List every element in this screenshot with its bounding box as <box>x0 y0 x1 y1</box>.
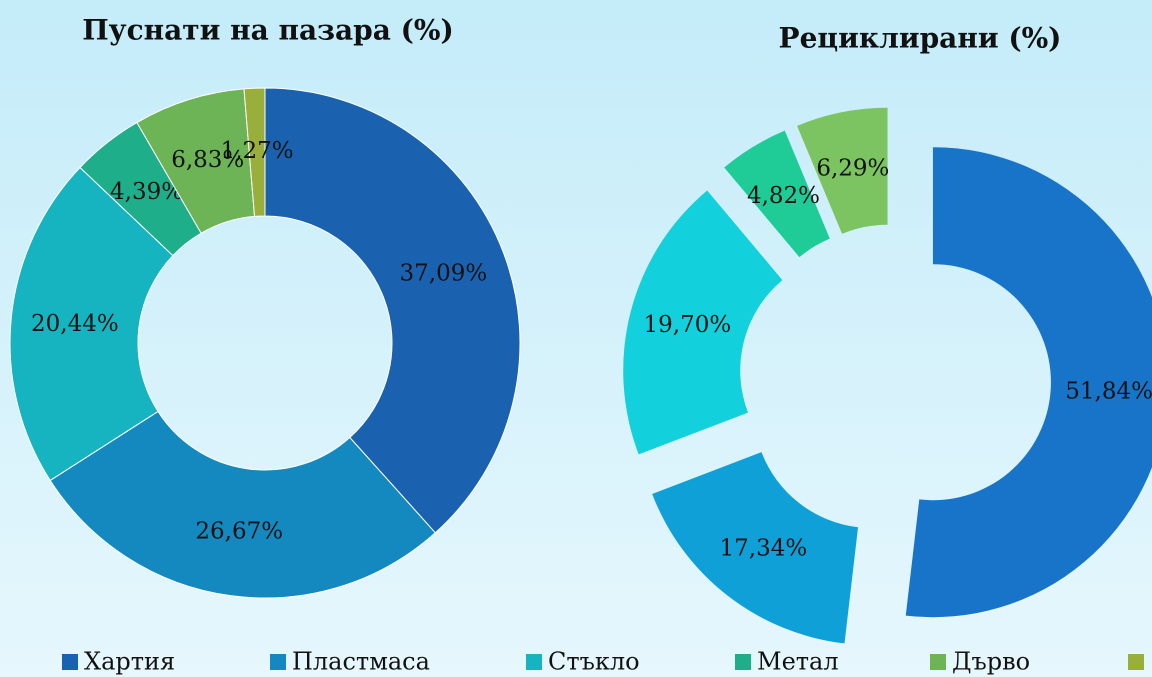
donut-slice <box>49 410 437 599</box>
chart-title: Пуснати на пазара (%) <box>82 14 454 47</box>
donut-slice <box>652 452 859 644</box>
donut-slice <box>797 107 888 234</box>
data-label: 19,70% <box>644 312 732 338</box>
data-label: 37,09% <box>400 261 488 287</box>
data-label: 17,34% <box>720 535 808 561</box>
legend-swatch <box>1128 654 1144 670</box>
donut-slice <box>264 87 521 534</box>
data-label: 51,84% <box>1065 378 1152 404</box>
legend-swatch <box>270 654 286 670</box>
donut-slice <box>9 166 174 482</box>
legend-swatch <box>930 654 946 670</box>
chart-title: Рециклирани (%) <box>779 22 1062 55</box>
legend-label: Стъкло <box>548 648 640 676</box>
legend-label: Пластмаса <box>292 648 430 676</box>
data-label: 1,27% <box>221 138 294 164</box>
donut-slice <box>905 147 1152 618</box>
donut-slice <box>623 190 783 455</box>
data-label: 26,67% <box>195 518 283 544</box>
data-label: 6,83% <box>171 147 244 173</box>
data-label: 6,29% <box>816 156 889 182</box>
legend-swatch <box>735 654 751 670</box>
data-label: 4,39% <box>110 179 183 205</box>
data-label: 20,44% <box>31 311 119 337</box>
legend-label: Дърво <box>952 648 1030 676</box>
donut-slice <box>243 87 266 217</box>
legend-label: Хартия <box>84 648 175 676</box>
legend-swatch <box>62 654 78 670</box>
legend-swatch <box>526 654 542 670</box>
legend-label: Метал <box>757 648 839 676</box>
donut-slice <box>724 130 830 258</box>
data-label: 4,82% <box>747 183 820 209</box>
